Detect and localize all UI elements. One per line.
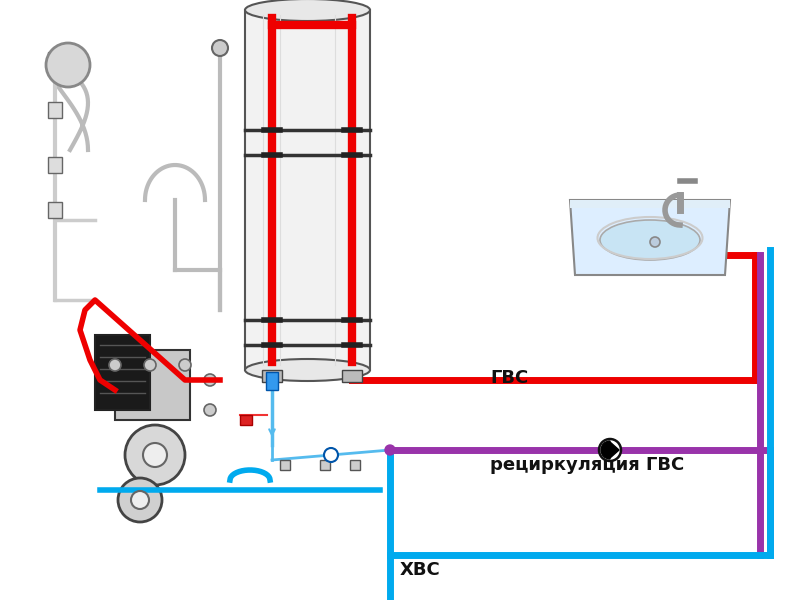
Circle shape	[144, 359, 156, 371]
Circle shape	[131, 491, 149, 509]
Circle shape	[599, 439, 621, 461]
Bar	[48, 52, 62, 68]
Bar	[350, 460, 360, 470]
Bar	[266, 372, 278, 390]
Polygon shape	[610, 442, 619, 458]
Circle shape	[324, 448, 338, 462]
Circle shape	[179, 359, 191, 371]
Polygon shape	[570, 200, 730, 275]
Circle shape	[143, 443, 167, 467]
Bar	[240, 415, 252, 425]
Ellipse shape	[245, 0, 370, 21]
Bar	[262, 370, 282, 382]
Bar	[245, 10, 370, 370]
Circle shape	[650, 237, 660, 247]
Circle shape	[204, 374, 216, 386]
Text: рециркуляция ГВС: рециркуляция ГВС	[490, 456, 684, 474]
Bar	[115, 350, 190, 420]
Bar	[342, 370, 362, 382]
Circle shape	[118, 478, 162, 522]
Wedge shape	[601, 441, 610, 459]
Text: ХВС: ХВС	[400, 561, 441, 579]
Circle shape	[109, 359, 121, 371]
Circle shape	[385, 445, 395, 455]
Ellipse shape	[245, 359, 370, 381]
Text: ГВС: ГВС	[490, 369, 528, 387]
Circle shape	[212, 40, 228, 56]
Circle shape	[204, 404, 216, 416]
Circle shape	[46, 43, 90, 87]
Bar	[48, 102, 62, 118]
Ellipse shape	[600, 220, 700, 260]
Circle shape	[125, 425, 185, 485]
Bar	[48, 157, 62, 173]
Bar	[570, 200, 730, 208]
Bar	[48, 202, 62, 218]
Bar	[320, 460, 330, 470]
Bar	[280, 460, 290, 470]
Bar	[95, 335, 150, 410]
